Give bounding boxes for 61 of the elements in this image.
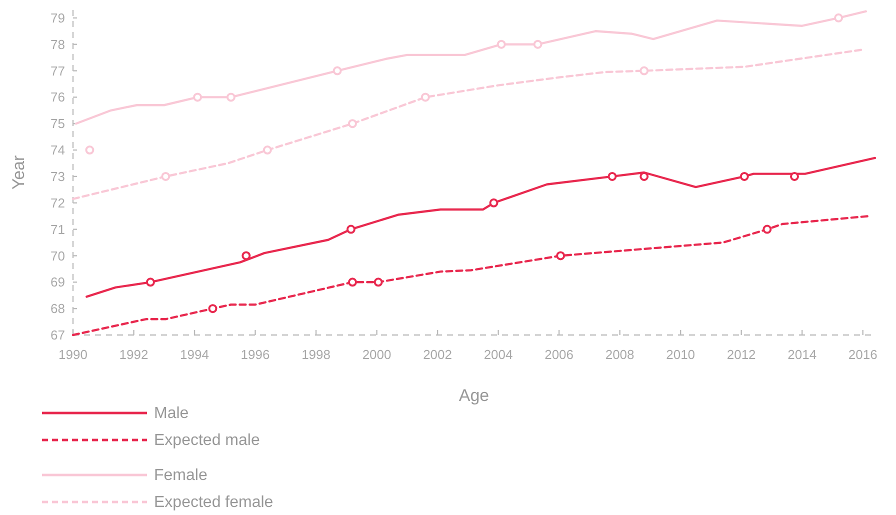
point	[161, 172, 170, 181]
point	[608, 172, 617, 181]
point	[85, 146, 94, 155]
point	[374, 278, 383, 287]
y-tick-label: 73	[50, 169, 65, 184]
y-tick-label: 77	[50, 63, 65, 78]
x-tick-label: 2002	[423, 347, 452, 362]
point	[146, 278, 155, 287]
point	[348, 119, 357, 128]
y-tick-label: 75	[50, 116, 65, 132]
point	[790, 172, 799, 181]
line-series	[72, 215, 870, 336]
x-tick-label: 1992	[119, 347, 148, 362]
legend-label: Expected male	[154, 432, 260, 449]
x-tick-label: 1998	[302, 347, 330, 362]
y-tick-label: 76	[50, 90, 65, 105]
x-tick-label: 2010	[666, 347, 696, 362]
x-tick-label: 1994	[180, 347, 209, 362]
x-tick-label: 2000	[362, 347, 392, 362]
line-series	[86, 156, 876, 298]
point	[208, 304, 218, 314]
y-tick-label: 68	[50, 301, 65, 316]
legend-label: Female	[154, 467, 208, 484]
y-axis-title: Year	[9, 154, 28, 190]
point	[740, 172, 749, 181]
point	[496, 40, 506, 49]
x-tick-label: 2006	[544, 347, 574, 362]
point	[226, 92, 236, 102]
point	[348, 278, 357, 287]
point	[834, 13, 844, 22]
point	[346, 224, 356, 234]
y-tick-label: 78	[50, 36, 65, 52]
x-tick-label: 2008	[605, 347, 634, 362]
y-tick-label: 72	[50, 195, 65, 210]
y-tick-label: 67	[50, 328, 65, 343]
legend-label: Male	[154, 405, 189, 422]
point	[533, 40, 542, 49]
x-tick-label: 2014	[788, 347, 817, 362]
point	[262, 146, 272, 155]
x-axis-title: Age	[458, 386, 490, 405]
point	[242, 251, 251, 260]
point	[193, 92, 202, 102]
x-tick-label: 2012	[726, 347, 756, 362]
x-tick-label: 2016	[848, 347, 878, 362]
legend-label: Expected female	[154, 494, 274, 511]
x-tick-label: 1990	[58, 347, 88, 362]
line-series	[74, 10, 867, 125]
line-series	[72, 48, 864, 200]
x-tick-label: 2004	[484, 347, 513, 362]
y-tick-label: 79	[50, 10, 65, 26]
y-tick-label: 70	[50, 248, 65, 264]
y-tick-label: 71	[50, 222, 65, 237]
point	[762, 224, 772, 234]
point	[489, 198, 498, 208]
y-tick-label: 69	[50, 274, 65, 290]
point	[332, 66, 342, 76]
point	[556, 251, 566, 260]
x-tick-label: 1996	[240, 347, 270, 362]
y-tick-label: 74	[50, 142, 65, 158]
point	[420, 92, 430, 102]
point	[640, 66, 649, 76]
